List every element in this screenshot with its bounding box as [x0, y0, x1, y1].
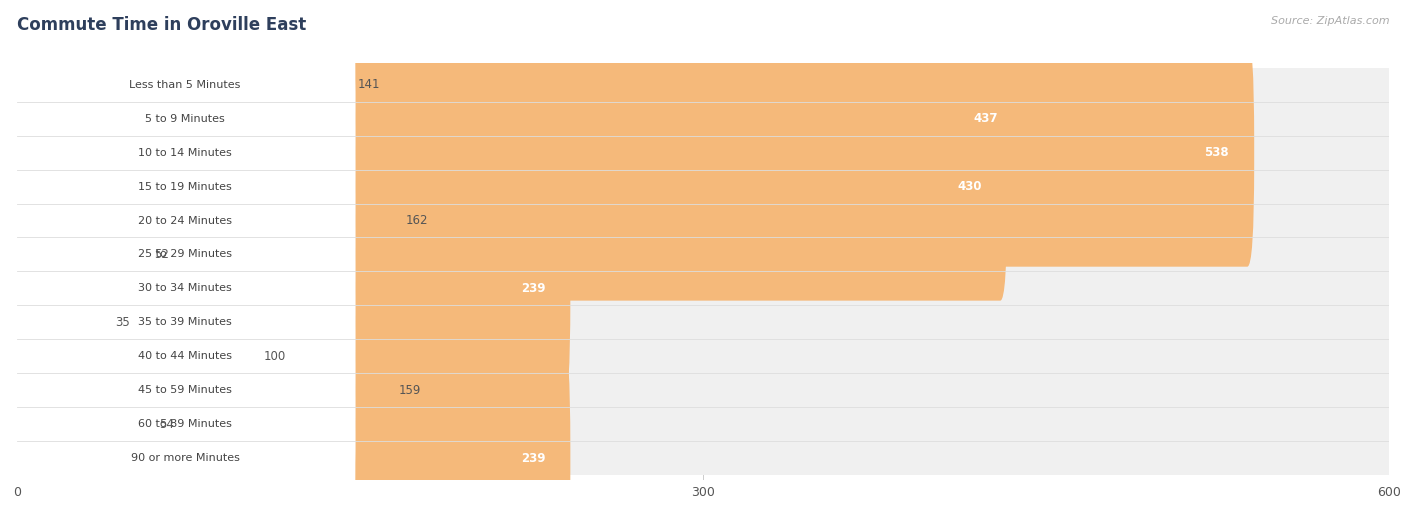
FancyBboxPatch shape: [17, 68, 1389, 102]
FancyBboxPatch shape: [17, 407, 1389, 441]
Text: 5 to 9 Minutes: 5 to 9 Minutes: [145, 114, 225, 124]
Text: Source: ZipAtlas.com: Source: ZipAtlas.com: [1271, 16, 1389, 26]
Text: Less than 5 Minutes: Less than 5 Minutes: [129, 80, 240, 90]
Text: 40 to 44 Minutes: 40 to 44 Minutes: [138, 351, 232, 361]
Text: 10 to 14 Minutes: 10 to 14 Minutes: [138, 148, 232, 158]
FancyBboxPatch shape: [14, 379, 356, 522]
FancyBboxPatch shape: [10, 344, 571, 522]
FancyBboxPatch shape: [17, 136, 1389, 170]
FancyBboxPatch shape: [10, 5, 1024, 233]
FancyBboxPatch shape: [14, 311, 356, 470]
FancyBboxPatch shape: [14, 73, 356, 232]
Text: 45 to 59 Minutes: 45 to 59 Minutes: [138, 385, 232, 395]
FancyBboxPatch shape: [10, 0, 346, 199]
FancyBboxPatch shape: [10, 310, 148, 522]
FancyBboxPatch shape: [14, 243, 356, 401]
FancyBboxPatch shape: [17, 339, 1389, 373]
Text: 15 to 19 Minutes: 15 to 19 Minutes: [138, 182, 232, 192]
FancyBboxPatch shape: [14, 5, 356, 164]
FancyBboxPatch shape: [17, 271, 1389, 305]
FancyBboxPatch shape: [10, 208, 104, 436]
Text: 20 to 24 Minutes: 20 to 24 Minutes: [138, 216, 232, 226]
FancyBboxPatch shape: [14, 209, 356, 367]
Text: 30 to 34 Minutes: 30 to 34 Minutes: [138, 283, 232, 293]
Text: 239: 239: [520, 282, 546, 295]
FancyBboxPatch shape: [10, 242, 253, 470]
FancyBboxPatch shape: [10, 140, 142, 369]
FancyBboxPatch shape: [14, 345, 356, 504]
FancyBboxPatch shape: [17, 305, 1389, 339]
Text: 162: 162: [406, 214, 429, 227]
Text: 141: 141: [357, 78, 380, 91]
Text: 25 to 29 Minutes: 25 to 29 Minutes: [138, 250, 232, 259]
Text: 159: 159: [399, 384, 422, 397]
Text: 437: 437: [973, 112, 998, 125]
FancyBboxPatch shape: [10, 106, 394, 335]
FancyBboxPatch shape: [17, 170, 1389, 204]
FancyBboxPatch shape: [10, 276, 388, 504]
Text: 35 to 39 Minutes: 35 to 39 Minutes: [138, 317, 232, 327]
FancyBboxPatch shape: [14, 108, 356, 266]
FancyBboxPatch shape: [10, 73, 1007, 301]
Text: 60 to 89 Minutes: 60 to 89 Minutes: [138, 419, 232, 429]
Text: Commute Time in Oroville East: Commute Time in Oroville East: [17, 16, 307, 33]
FancyBboxPatch shape: [14, 277, 356, 435]
FancyBboxPatch shape: [17, 441, 1389, 475]
Text: 100: 100: [264, 350, 287, 363]
FancyBboxPatch shape: [17, 102, 1389, 136]
Text: 35: 35: [115, 316, 129, 329]
Text: 430: 430: [957, 180, 981, 193]
Text: 54: 54: [159, 418, 173, 431]
Text: 52: 52: [155, 248, 169, 261]
FancyBboxPatch shape: [10, 39, 1254, 267]
FancyBboxPatch shape: [17, 373, 1389, 407]
FancyBboxPatch shape: [14, 175, 356, 334]
FancyBboxPatch shape: [17, 238, 1389, 271]
FancyBboxPatch shape: [14, 141, 356, 300]
FancyBboxPatch shape: [10, 174, 571, 402]
Text: 239: 239: [520, 452, 546, 465]
Text: 538: 538: [1205, 146, 1229, 159]
FancyBboxPatch shape: [17, 204, 1389, 238]
FancyBboxPatch shape: [14, 39, 356, 198]
Text: 90 or more Minutes: 90 or more Minutes: [131, 453, 239, 463]
